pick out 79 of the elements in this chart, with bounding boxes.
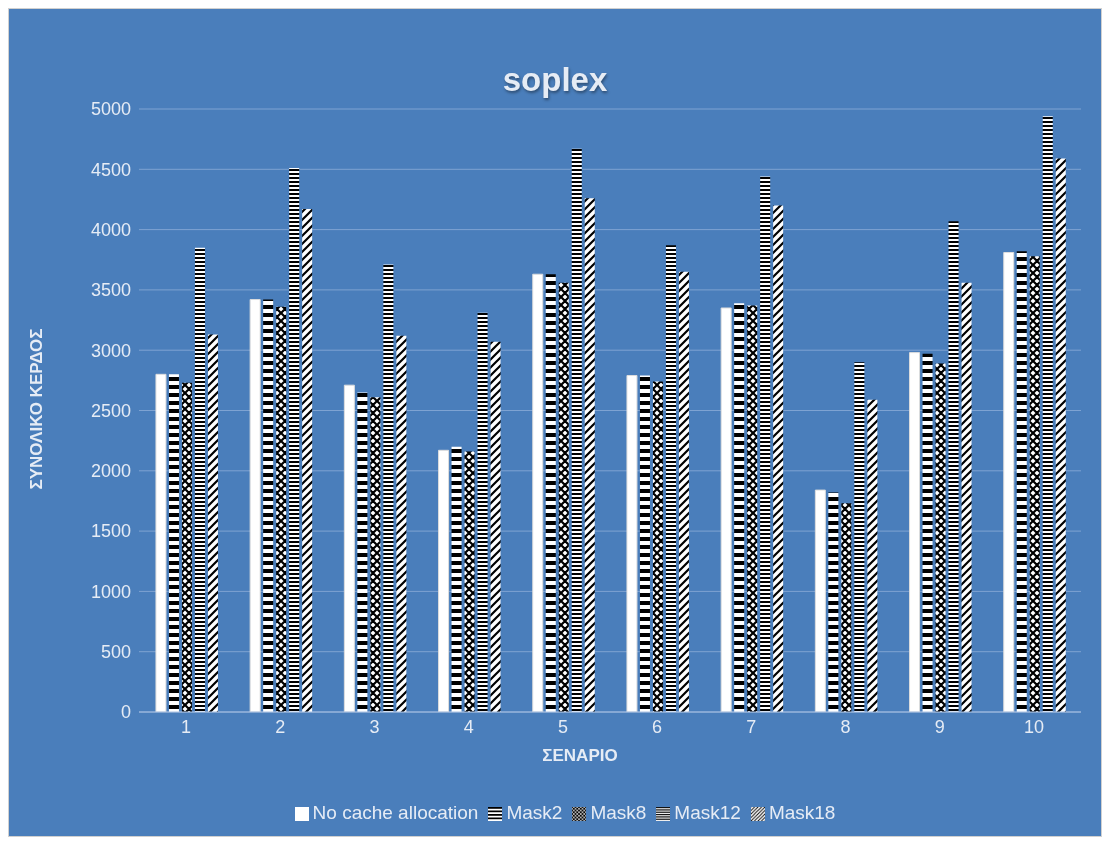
bar: [451, 446, 462, 712]
bar: [194, 247, 205, 712]
bar: [734, 303, 745, 712]
y-tick-label: 1000: [90, 581, 131, 602]
bar: [168, 374, 179, 712]
bar: [854, 362, 865, 712]
bar: [396, 335, 407, 712]
y-tick-label: 2000: [90, 461, 131, 482]
bar: [720, 307, 732, 712]
bar: [464, 451, 475, 712]
bar: [302, 209, 313, 712]
bar: [773, 205, 784, 712]
y-tick-label: 3000: [90, 340, 131, 361]
bar: [948, 221, 959, 712]
bar: [1003, 252, 1015, 712]
x-tick-label: 8: [840, 716, 851, 737]
bar: [532, 273, 544, 712]
bar: [760, 176, 771, 712]
bar: [1016, 251, 1027, 712]
bar: [558, 282, 569, 712]
bar: [935, 363, 946, 712]
x-tick-label: 9: [934, 716, 945, 737]
bar: [370, 397, 381, 712]
y-tick-label: 2500: [90, 400, 131, 421]
x-tick-label: 3: [369, 716, 380, 737]
bar: [383, 264, 394, 712]
x-axis-title: ΣΕΝΑΡΙΟ: [541, 746, 619, 766]
bar: [814, 489, 826, 712]
bar: [276, 306, 287, 712]
bar: [545, 274, 556, 712]
bar: [357, 392, 368, 712]
bar: [639, 375, 650, 712]
bar: [289, 168, 300, 712]
x-tick-label: 7: [746, 716, 757, 737]
bar: [867, 399, 878, 712]
bar: [1042, 116, 1053, 712]
chart-title: soplex: [501, 61, 609, 99]
bar: [477, 312, 488, 712]
bar: [155, 373, 167, 712]
x-tick-label: 1: [181, 716, 192, 737]
legend-label: No cache allocation: [312, 802, 479, 823]
legend-label: Mask18: [768, 802, 836, 823]
bar: [841, 503, 852, 712]
bar: [747, 305, 758, 712]
x-tick-label: 2: [275, 716, 286, 737]
y-tick-label: 500: [100, 642, 131, 663]
bar: [961, 282, 972, 712]
bar: [626, 375, 638, 712]
y-tick-label: 4000: [90, 219, 131, 240]
bar: [343, 384, 355, 712]
y-tick-label: 1500: [90, 521, 131, 542]
y-tick-label: 0: [120, 702, 131, 723]
y-tick-label: 4500: [90, 159, 131, 180]
legend-label: Mask8: [590, 802, 647, 823]
y-tick-label: 5000: [90, 99, 131, 120]
y-axis-title: ΣΥΝΟΛΙΚΟ ΚΕΡΔΟΣ: [27, 328, 47, 490]
bar: [909, 352, 921, 712]
bar: [571, 148, 582, 712]
legend-label: Mask12: [674, 802, 741, 823]
bar: [249, 299, 261, 712]
bar: [584, 198, 595, 712]
x-tick-label: 10: [1023, 716, 1044, 737]
bar: [263, 299, 274, 712]
x-tick-label: 6: [652, 716, 663, 737]
x-tick-label: 5: [557, 716, 568, 737]
bar: [652, 381, 663, 712]
y-tick-label: 3500: [90, 280, 131, 301]
bar: [490, 341, 501, 712]
bar: [207, 334, 218, 712]
x-tick-label: 4: [463, 716, 474, 737]
bar: [922, 353, 933, 712]
bar: [438, 449, 450, 712]
bar: [828, 492, 839, 712]
legend-label: Mask2: [506, 802, 563, 823]
bar: [1055, 158, 1066, 712]
bar: [665, 245, 676, 712]
bar: [1029, 256, 1040, 712]
bar: [678, 271, 689, 712]
bar: [181, 382, 192, 712]
